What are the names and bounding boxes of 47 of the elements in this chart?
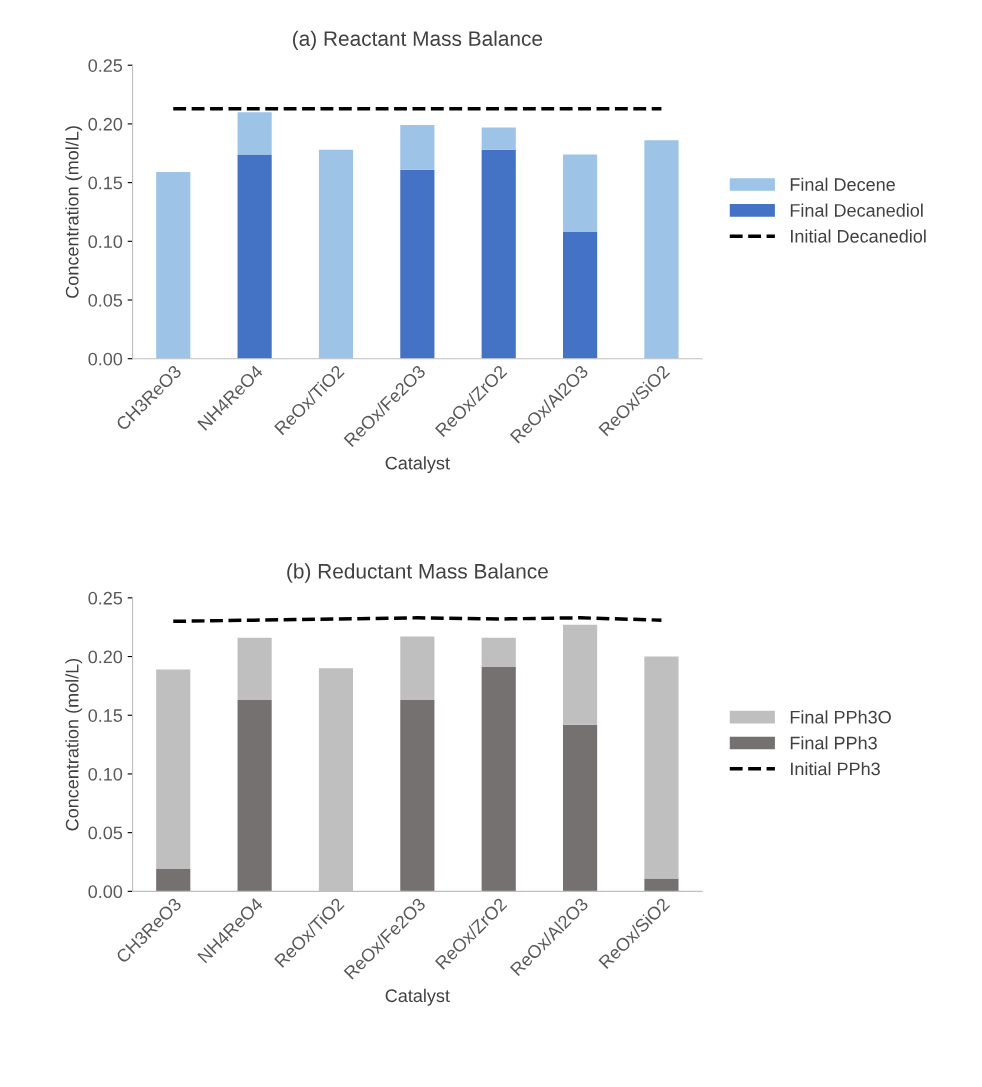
y-axis-title: Concentration (mol/L) [65, 658, 83, 831]
bar [644, 878, 679, 892]
bar [481, 149, 516, 359]
chart-title: (b) Reductant Mass Balance [287, 563, 548, 583]
y-tick-label: 0.15 [88, 176, 123, 190]
bar [481, 637, 516, 668]
bar [562, 154, 598, 232]
y-tick-label: 0.15 [88, 709, 123, 722]
bar [400, 636, 435, 700]
bar [644, 140, 679, 359]
y-tick-label: 0.20 [88, 117, 123, 131]
legend-label: Final PPh3 [790, 736, 877, 750]
bar [237, 154, 272, 359]
bar [562, 724, 598, 892]
x-axis-title: Catalyst [385, 988, 450, 1006]
bar [318, 149, 354, 359]
bar [400, 169, 435, 359]
bar [156, 172, 191, 359]
y-tick-label: 0.25 [88, 59, 123, 72]
bar [400, 125, 435, 170]
legend-label: Final PPh3O [790, 710, 891, 724]
y-tick-label: 0.05 [88, 293, 123, 307]
bar [562, 231, 598, 359]
bar [237, 699, 272, 892]
y-tick-label: 0.10 [88, 235, 123, 249]
bar [481, 127, 516, 150]
bar [644, 656, 679, 879]
legend-label: Initial PPh3 [791, 762, 880, 776]
bar [156, 669, 191, 870]
y-tick-label: 0.20 [88, 650, 123, 664]
bar [562, 624, 598, 725]
bar [237, 112, 272, 155]
bar [156, 869, 191, 892]
bar [400, 699, 435, 892]
y-tick-label: 0.25 [88, 591, 123, 605]
y-tick-label: 0.05 [88, 826, 123, 840]
bar [237, 637, 272, 700]
y-tick-label: 0.10 [88, 767, 123, 781]
y-axis-title: Concentration (mol/L) [65, 126, 83, 298]
y-tick-label: 0.00 [88, 885, 123, 899]
legend-label: Final Decene [790, 177, 895, 191]
chart-title: (a) Reactant Mass Balance [293, 30, 543, 51]
legend-label: Initial Decanediol [791, 229, 926, 243]
legend-label: Final Decanediol [790, 203, 923, 217]
bar [481, 667, 516, 892]
y-tick-label: 0.00 [88, 352, 123, 366]
x-axis-title: Catalyst [385, 456, 450, 474]
